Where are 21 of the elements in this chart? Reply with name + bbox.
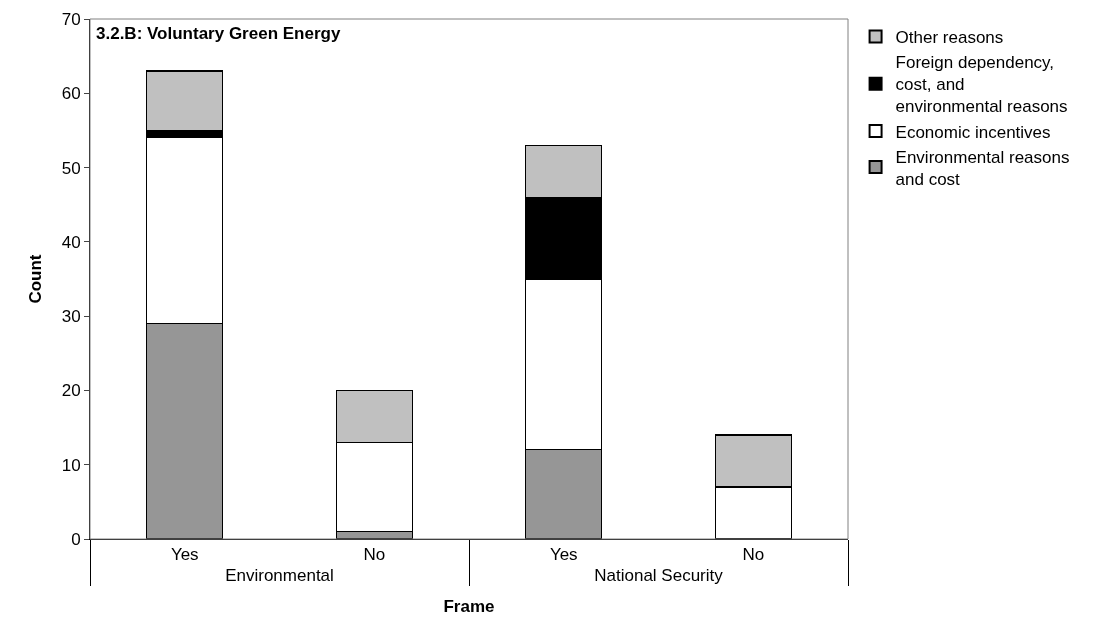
x-tick-label: Yes xyxy=(549,545,578,565)
y-tick-label: 70 xyxy=(61,9,81,29)
legend-label: Other reasons xyxy=(895,28,1004,48)
y-tick-label: 0 xyxy=(71,529,81,549)
y-tick-label: 60 xyxy=(61,84,81,104)
text: Environmental xyxy=(225,566,334,586)
chart-title: 3.2.B: Voluntary Green Energy xyxy=(96,24,341,43)
legend-label: Foreign dependency, cost, and environmental reasons xyxy=(895,53,1068,117)
y-axis-title: Count xyxy=(26,254,46,304)
x-tick-label: Yes xyxy=(170,545,199,565)
x-tick-label: No xyxy=(742,545,765,565)
y-tick-label: 30 xyxy=(61,307,81,327)
text: National Security xyxy=(594,566,724,586)
y-tick-label: 20 xyxy=(61,381,81,401)
y-tick-label: 50 xyxy=(61,158,81,178)
legend-label: Environmental reasons and cost xyxy=(895,147,1070,189)
y-tick-label: 40 xyxy=(61,232,81,252)
legend-label: Economic incentives xyxy=(895,122,1051,142)
x-axis-title: Frame xyxy=(443,596,495,616)
y-tick-label: 10 xyxy=(61,455,81,475)
x-tick-label: No xyxy=(363,545,386,565)
